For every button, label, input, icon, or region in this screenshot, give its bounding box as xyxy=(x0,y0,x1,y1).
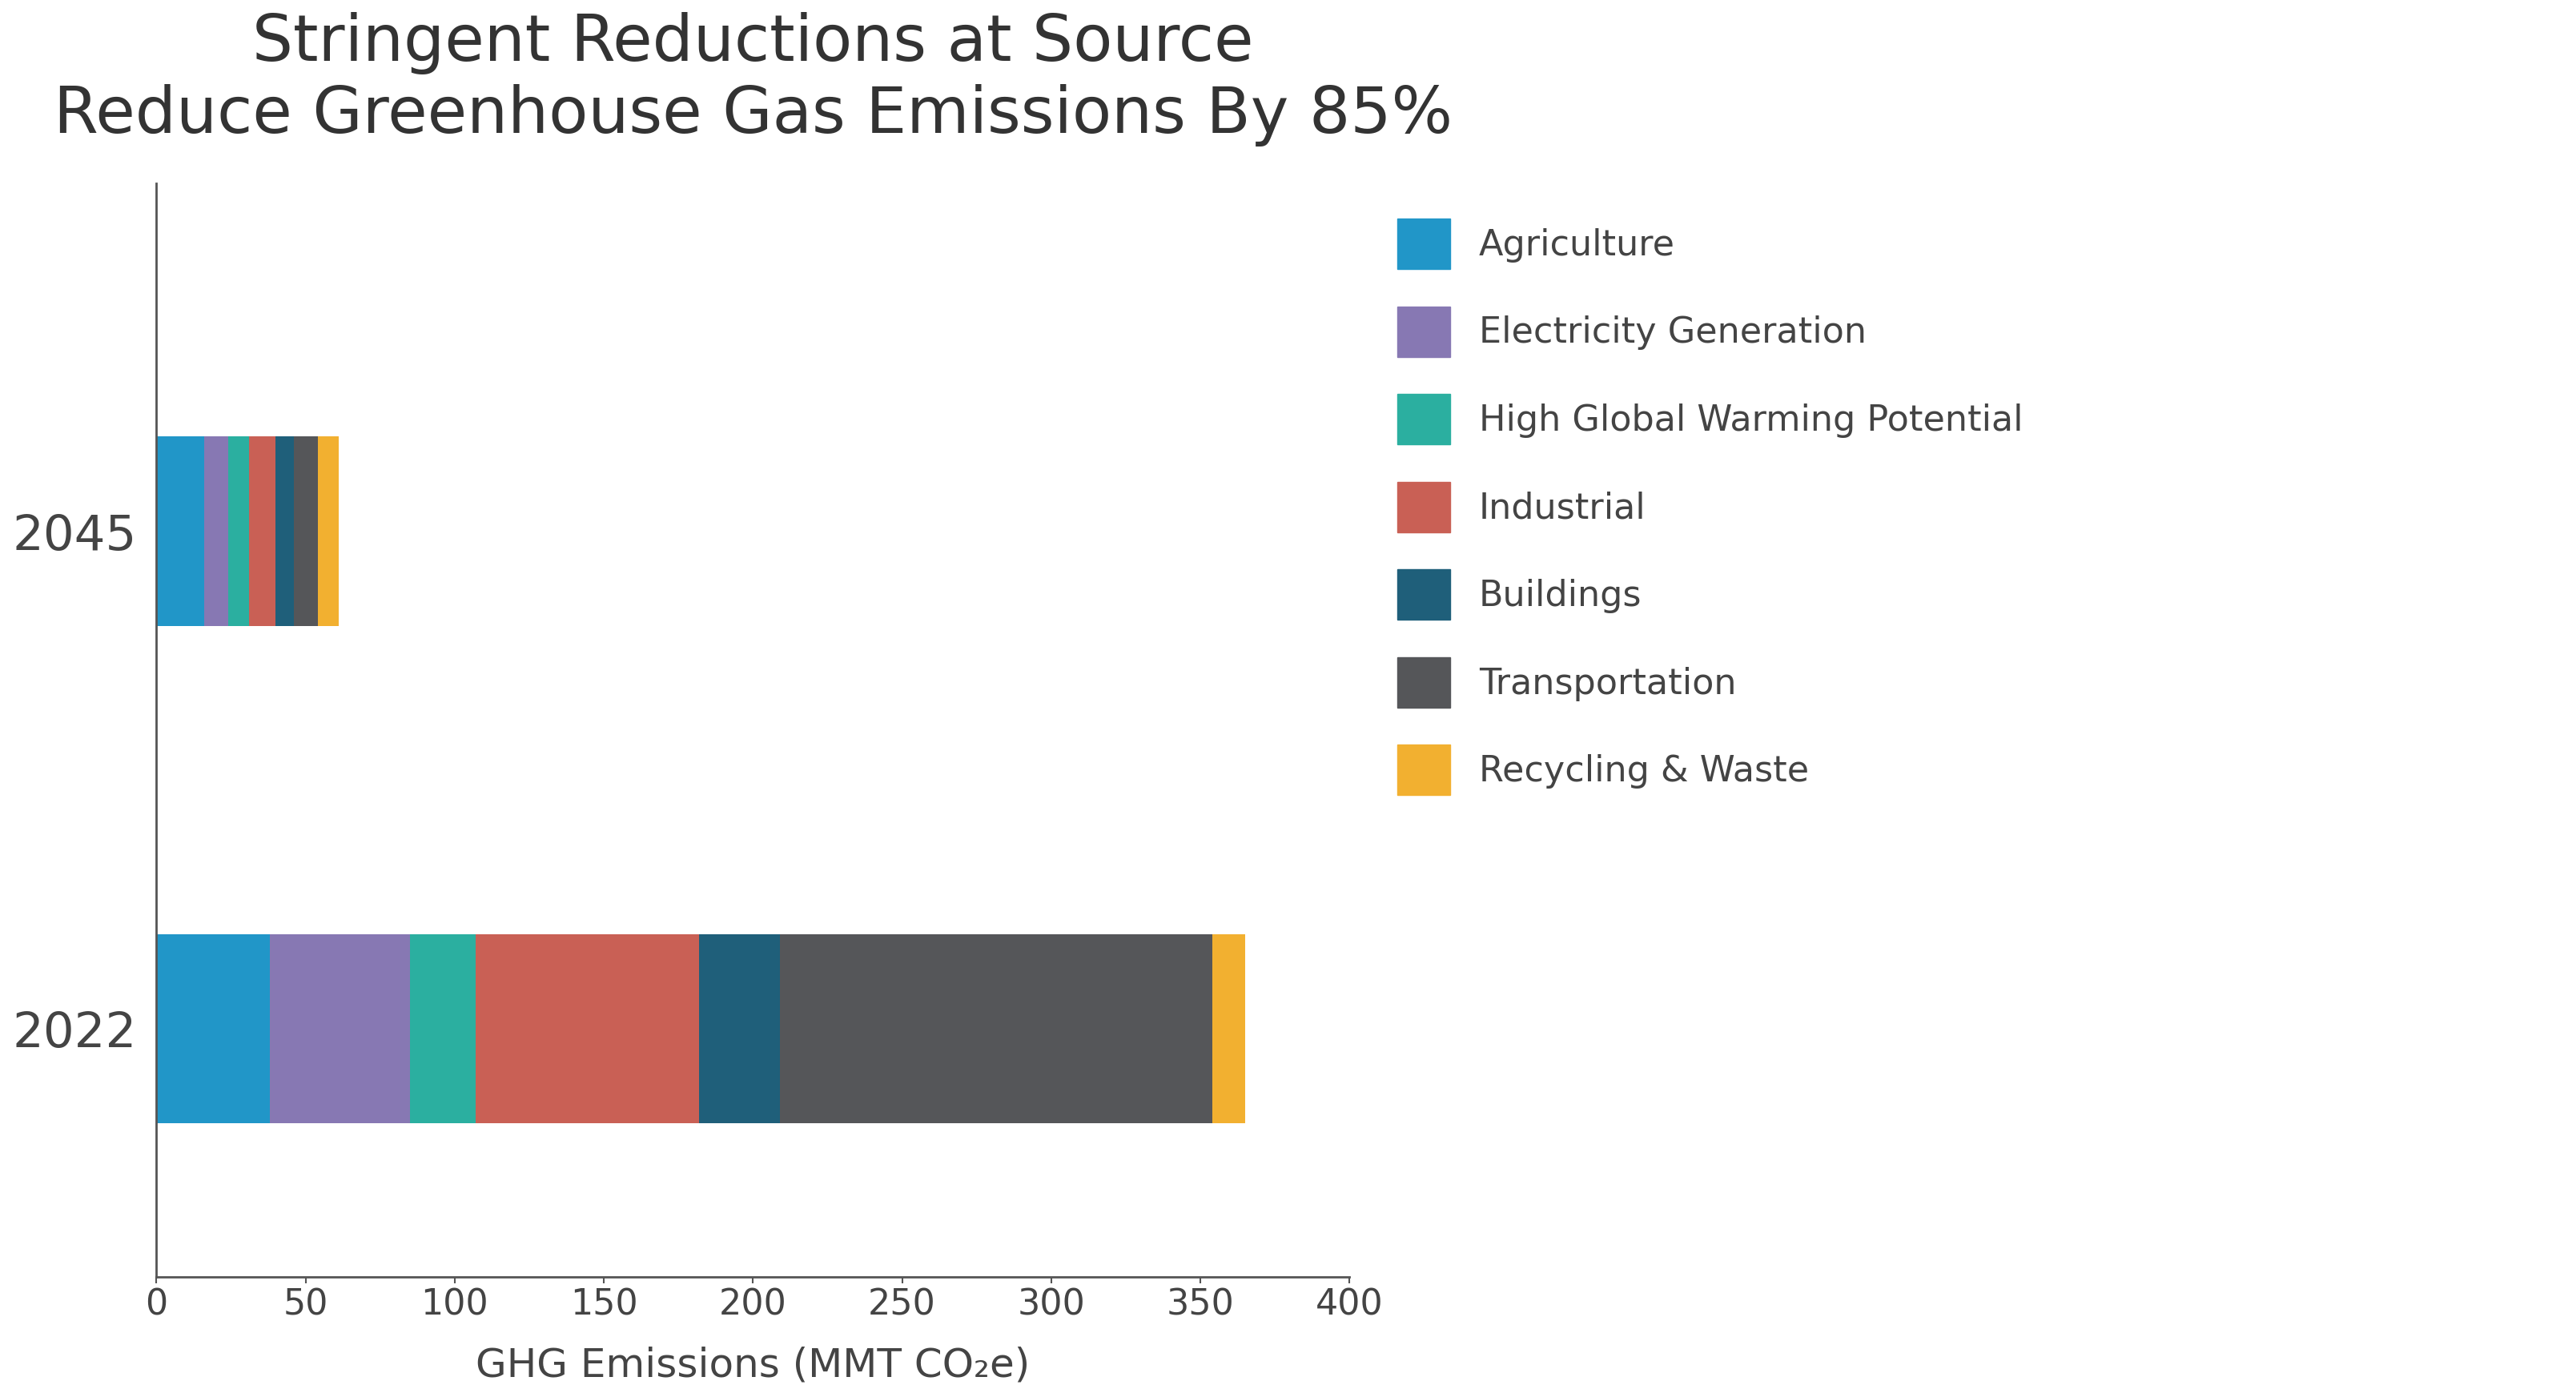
Bar xyxy=(698,935,781,1123)
Bar xyxy=(270,935,410,1123)
Bar xyxy=(250,437,276,626)
Bar xyxy=(781,935,1213,1123)
Bar xyxy=(410,935,477,1123)
Bar xyxy=(157,935,270,1123)
Bar xyxy=(294,437,317,626)
Title: Stringent Reductions at Source
Reduce Greenhouse Gas Emissions By 85%: Stringent Reductions at Source Reduce Gr… xyxy=(54,13,1453,147)
X-axis label: GHG Emissions (MMT CO₂e): GHG Emissions (MMT CO₂e) xyxy=(477,1347,1030,1384)
Bar xyxy=(317,437,337,626)
Bar xyxy=(477,935,698,1123)
Bar xyxy=(229,437,250,626)
Bar xyxy=(276,437,294,626)
Legend: Agriculture, Electricity Generation, High Global Warming Potential, Industrial, : Agriculture, Electricity Generation, Hig… xyxy=(1378,201,2040,813)
Bar xyxy=(204,437,229,626)
Bar xyxy=(1213,935,1244,1123)
Bar xyxy=(157,437,204,626)
